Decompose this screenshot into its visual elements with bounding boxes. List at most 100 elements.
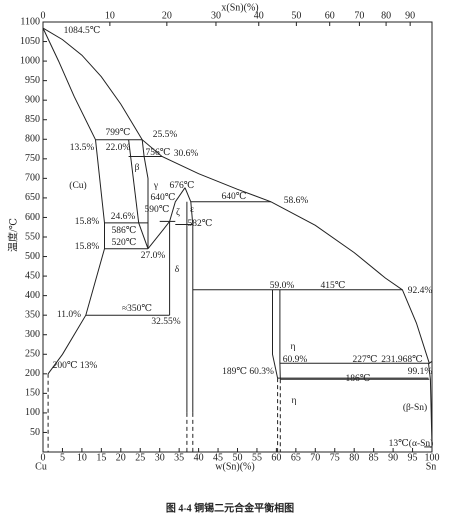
annotation: 99.1% — [408, 367, 433, 377]
x2-tick-label: 0 — [41, 10, 46, 21]
annotation: ≈350℃ — [122, 304, 152, 314]
x2-tick-label: 60 — [325, 10, 335, 21]
annotation: 676℃ — [170, 181, 195, 191]
x-axis-label: w(Sn)(%) — [215, 461, 254, 472]
phase-boundary — [138, 222, 149, 249]
y-tick-label: 650 — [25, 192, 40, 203]
y-tick-label: 850 — [25, 114, 40, 125]
annotation: 15.8% — [75, 217, 100, 227]
x2-tick-label: 80 — [381, 10, 391, 21]
x-tick-label: 45 — [213, 452, 223, 463]
x2-tick-label: 50 — [291, 10, 301, 21]
x2-tick-label: 70 — [354, 10, 364, 21]
phase-boundary — [428, 363, 433, 447]
y-tick-label: 200 — [25, 368, 40, 379]
annotation: (Cu) — [69, 180, 86, 191]
annotation: ε — [190, 205, 194, 215]
annotation: 58.6% — [284, 196, 309, 206]
y-axis-label: 温度/℃ — [6, 218, 19, 252]
annotation: (β-Sn) — [403, 402, 427, 413]
right-end-label: Sn — [426, 461, 437, 472]
annotation: 92.4% — [408, 286, 433, 296]
y-tick-label: 50 — [30, 427, 40, 438]
x-tick-label: 0 — [41, 452, 46, 463]
annotation: η — [291, 342, 296, 352]
phase-boundary — [141, 139, 149, 249]
y-tick-label: 750 — [25, 153, 40, 164]
annotation: 24.6% — [111, 212, 136, 222]
y-tick-label: 1100 — [20, 16, 40, 27]
annotation: 32.55% — [151, 317, 180, 327]
y-tick-label: 1000 — [20, 55, 40, 66]
annotation: β — [135, 163, 140, 173]
y-tick-label: 900 — [25, 94, 40, 105]
annotation: 756℃ — [146, 148, 171, 158]
x-tick-label: 80 — [349, 452, 359, 463]
x-tick-label: 10 — [77, 452, 87, 463]
annotation: η — [292, 396, 297, 406]
annotation: 186℃ — [346, 374, 371, 384]
y-tick-label: 250 — [25, 349, 40, 360]
figure-caption: 图 4-4 铜锡二元合金平衡相图 — [166, 501, 294, 514]
annotation: 13.5% — [70, 143, 95, 153]
x-tick-label: 25 — [135, 452, 145, 463]
annotation: 582℃ — [188, 219, 213, 229]
x-tick-label: 20 — [116, 452, 126, 463]
annotation: 227℃ — [353, 355, 378, 365]
phase-boundary — [42, 27, 96, 140]
annotation: 189℃ 60.3% — [222, 367, 274, 377]
annotation: 15.8% — [75, 242, 100, 252]
x2-tick-label: 40 — [254, 10, 264, 21]
phase-boundary — [47, 139, 105, 375]
annotation: 59.0% — [270, 281, 295, 291]
x-tick-label: 30 — [155, 452, 165, 463]
left-end-label: Cu — [35, 461, 47, 472]
x-tick-label: 55 — [252, 452, 262, 463]
y-tick-label: 300 — [25, 329, 40, 340]
x-tick-label: 5 — [60, 452, 65, 463]
y-tick-label: 450 — [25, 270, 40, 281]
annotation: 30.6% — [174, 149, 199, 159]
annotation: 27.0% — [141, 251, 166, 261]
y-tick-label: 550 — [25, 231, 40, 242]
annotation: ζ — [176, 207, 180, 218]
y-tick-label: 700 — [25, 173, 40, 184]
y-tick-label: 950 — [25, 75, 40, 86]
annotation: 200℃ 13% — [53, 361, 98, 371]
annotation: 520℃ — [112, 238, 137, 248]
x-tick-label: 65 — [291, 452, 301, 463]
annotation: γ — [153, 181, 158, 191]
y-tick-label: 800 — [25, 134, 40, 145]
y-tick-label: 600 — [25, 212, 40, 223]
phase-boundary — [42, 27, 433, 365]
annotation: 640℃ — [222, 192, 247, 202]
annotation: 586℃ — [112, 226, 137, 236]
plot-frame — [42, 21, 433, 453]
x-tick-label: 75 — [330, 452, 340, 463]
annotation: δ — [175, 265, 180, 275]
x-tick-label: 60 — [271, 452, 281, 463]
annotation: 231.968℃ — [381, 355, 423, 365]
x2-axis-label: x(Sn)(%) — [221, 2, 258, 13]
annotation: 11.0% — [57, 310, 81, 320]
y-tick-label: 500 — [25, 251, 40, 262]
annotation: 25.5% — [153, 130, 178, 140]
phase-boundary — [272, 289, 279, 379]
x-tick-label: 85 — [369, 452, 379, 463]
x-tick-label: 35 — [174, 452, 184, 463]
x-tick-label: 95 — [408, 452, 418, 463]
x-tick-label: 15 — [96, 452, 106, 463]
annotation: 640℃ — [151, 193, 176, 203]
annotation: 13℃(α-Sn) — [389, 438, 434, 449]
x-tick-label: 40 — [194, 452, 204, 463]
x2-tick-label: 20 — [162, 10, 172, 21]
annotation: 60.9% — [283, 355, 308, 365]
x-tick-label: 90 — [388, 452, 398, 463]
x-tick-label: 100 — [425, 452, 440, 463]
x2-tick-label: 30 — [211, 10, 221, 21]
annotation: 1084.5℃ — [64, 26, 101, 36]
annotation: 22.0% — [106, 143, 131, 153]
y-tick-label: 1050 — [20, 36, 40, 47]
x2-tick-label: 10 — [105, 10, 115, 21]
